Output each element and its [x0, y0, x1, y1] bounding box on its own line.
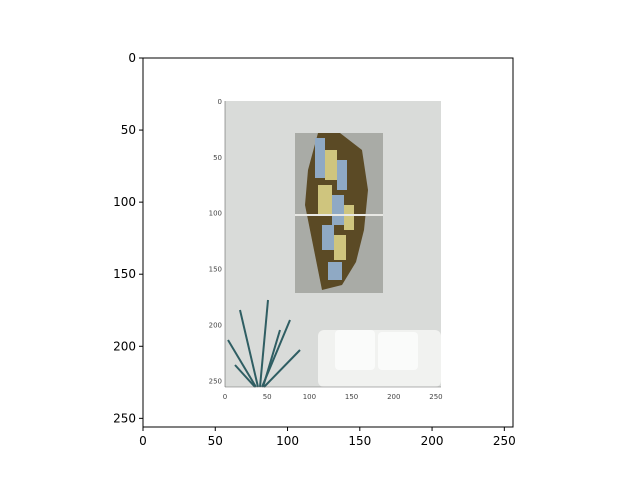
embedded-x-tick-label: 0	[223, 393, 227, 401]
embedded-y-tick-label: 150	[209, 266, 222, 274]
y-tick-label: 200	[113, 339, 136, 353]
y-tick-label: 50	[121, 123, 136, 137]
embedded-photo: 0 50 100 150 200 250 0 50 100 150 200 250	[209, 98, 443, 401]
x-tick-label: 250	[493, 434, 516, 448]
embedded-x-tick-label: 50	[263, 393, 272, 401]
embedded-x-tick-label: 200	[387, 393, 400, 401]
y-tick-label: 0	[128, 51, 136, 65]
x-tick-label: 150	[348, 434, 371, 448]
y-tick-label: 250	[113, 411, 136, 425]
x-tick-label: 200	[421, 434, 444, 448]
x-tick-label: 0	[139, 434, 147, 448]
embedded-axes	[224, 101, 441, 388]
x-tick-label: 50	[208, 434, 223, 448]
y-tick-label: 150	[113, 267, 136, 281]
embedded-y-tick-label: 200	[209, 321, 222, 329]
y-tick-label: 100	[113, 195, 136, 209]
embedded-y-tick-label: 50	[213, 154, 222, 162]
y-axis: 0 50 100 150 200 250	[113, 51, 143, 425]
map-tiles	[315, 138, 354, 280]
plant-icon	[227, 299, 301, 388]
embedded-y-tick-label: 100	[209, 210, 222, 218]
sofa-icon	[318, 330, 441, 387]
x-tick-label: 100	[276, 434, 299, 448]
embedded-y-tick-label: 0	[218, 98, 222, 106]
embedded-y-tick-label: 250	[209, 377, 222, 385]
x-axis: 0 50 100 150 200 250	[139, 427, 516, 448]
embedded-x-ticks: 0 50 100 150 200 250	[223, 393, 443, 401]
embedded-x-tick-label: 250	[429, 393, 442, 401]
embedded-x-tick-label: 100	[303, 393, 316, 401]
embedded-y-ticks: 0 50 100 150 200 250	[209, 98, 222, 385]
embedded-x-tick-label: 150	[345, 393, 358, 401]
